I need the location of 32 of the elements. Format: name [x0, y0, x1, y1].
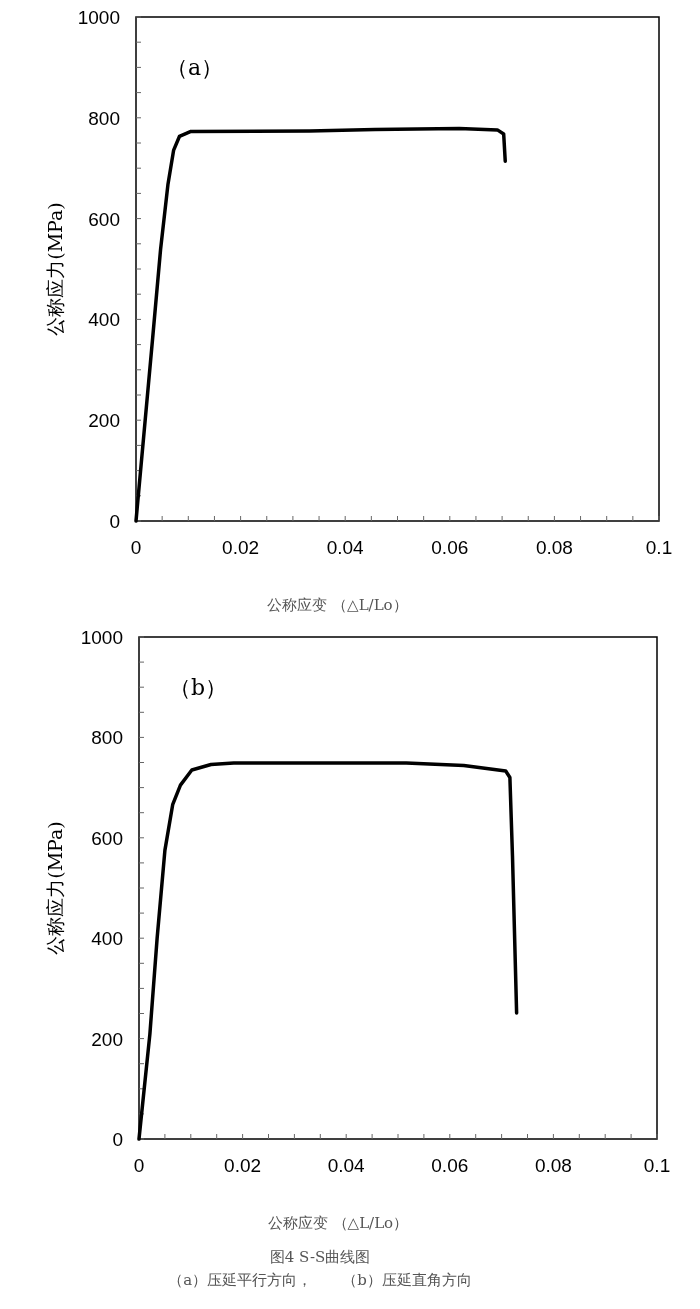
- y-tick-label: 0: [112, 1129, 123, 1150]
- y-tick-label: 800: [91, 727, 123, 749]
- x-tick-label: 0.1: [643, 1155, 671, 1176]
- y-tick-label: 400: [91, 928, 123, 950]
- y-tick-label: 200: [88, 410, 120, 432]
- y-tick-label: 400: [88, 309, 120, 331]
- x-tick-label: 0.08: [535, 537, 573, 558]
- x-tick-label: 0.04: [327, 1155, 366, 1176]
- y-tick-label: 1000: [80, 627, 123, 648]
- x-tick-label: 0.04: [326, 537, 365, 558]
- x-tick-label: 0.02: [222, 537, 260, 558]
- y-tick-label: 600: [91, 827, 123, 849]
- x-tick-label: 0.08: [534, 1155, 572, 1176]
- x-tick-label: 0: [130, 537, 142, 558]
- x-axis-title: 公称应变 （△L/Lo）: [267, 596, 408, 614]
- y-tick-label: 200: [91, 1028, 123, 1050]
- text: （a）压延平行方向， （b）压延直角方向: [168, 1271, 472, 1289]
- y-tick-label: 600: [88, 208, 120, 230]
- y-tick-label: 1000: [77, 7, 120, 28]
- annotation: （a）: [166, 55, 224, 80]
- caption: 图4 S-S曲线图: [269, 1248, 371, 1266]
- y-axis-title: 公称应力(MPa): [44, 821, 66, 955]
- y-tick-label: 0: [109, 511, 120, 532]
- x-tick-label: 0.06: [431, 537, 469, 558]
- x-tick-label: 0: [133, 1155, 145, 1176]
- x-tick-label: 0.1: [645, 537, 673, 558]
- x-tick-label: 0.02: [224, 1155, 262, 1176]
- x-tick-label: 0.06: [431, 1155, 469, 1176]
- x-axis-title: 公称应变 （△L/Lo）: [267, 1214, 409, 1232]
- y-axis-title: 公称应力(MPa): [44, 202, 66, 336]
- y-tick-label: 800: [88, 107, 120, 129]
- annotation: （b）: [169, 675, 228, 700]
